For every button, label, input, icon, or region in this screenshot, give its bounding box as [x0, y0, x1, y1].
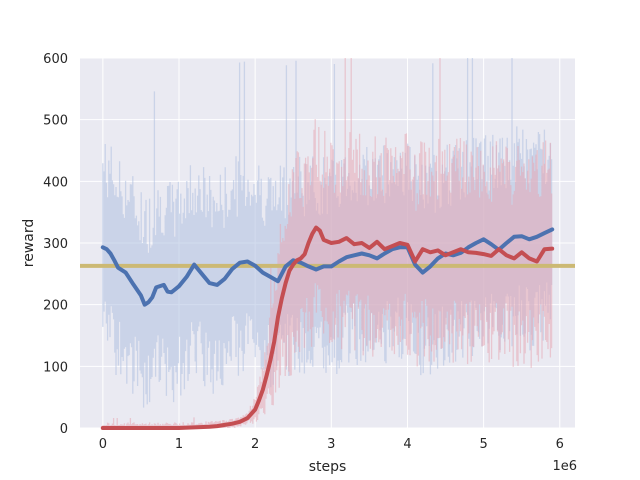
series-lines — [100, 225, 555, 430]
x-tick-label: 5 — [479, 437, 487, 452]
y-tick-labels: 0 100 200 300 400 500 600 — [43, 52, 68, 437]
x-tick-label: 4 — [403, 437, 411, 452]
x-tick-label: 0 — [99, 437, 107, 452]
y-tick-label: 300 — [43, 237, 68, 252]
x-offset-label: 1e6 — [552, 459, 577, 474]
y-tick-label: 100 — [43, 360, 68, 375]
x-tick-label: 1 — [175, 437, 183, 452]
x-axis-label: steps — [309, 459, 347, 475]
x-tick-label: 2 — [251, 437, 259, 452]
series-line-red — [100, 225, 555, 430]
x-tick-label: 3 — [327, 437, 335, 452]
x-tick-labels: 0 1 2 3 4 5 6 — [99, 437, 564, 452]
x-tick-label: 6 — [556, 437, 564, 452]
y-tick-label: 600 — [43, 52, 68, 67]
y-axis-label: reward — [21, 219, 37, 268]
y-tick-label: 500 — [43, 114, 68, 129]
y-tick-label: 400 — [43, 175, 68, 190]
y-tick-label: 0 — [60, 422, 68, 437]
y-tick-label: 200 — [43, 299, 68, 314]
series-line-blue — [100, 227, 555, 307]
